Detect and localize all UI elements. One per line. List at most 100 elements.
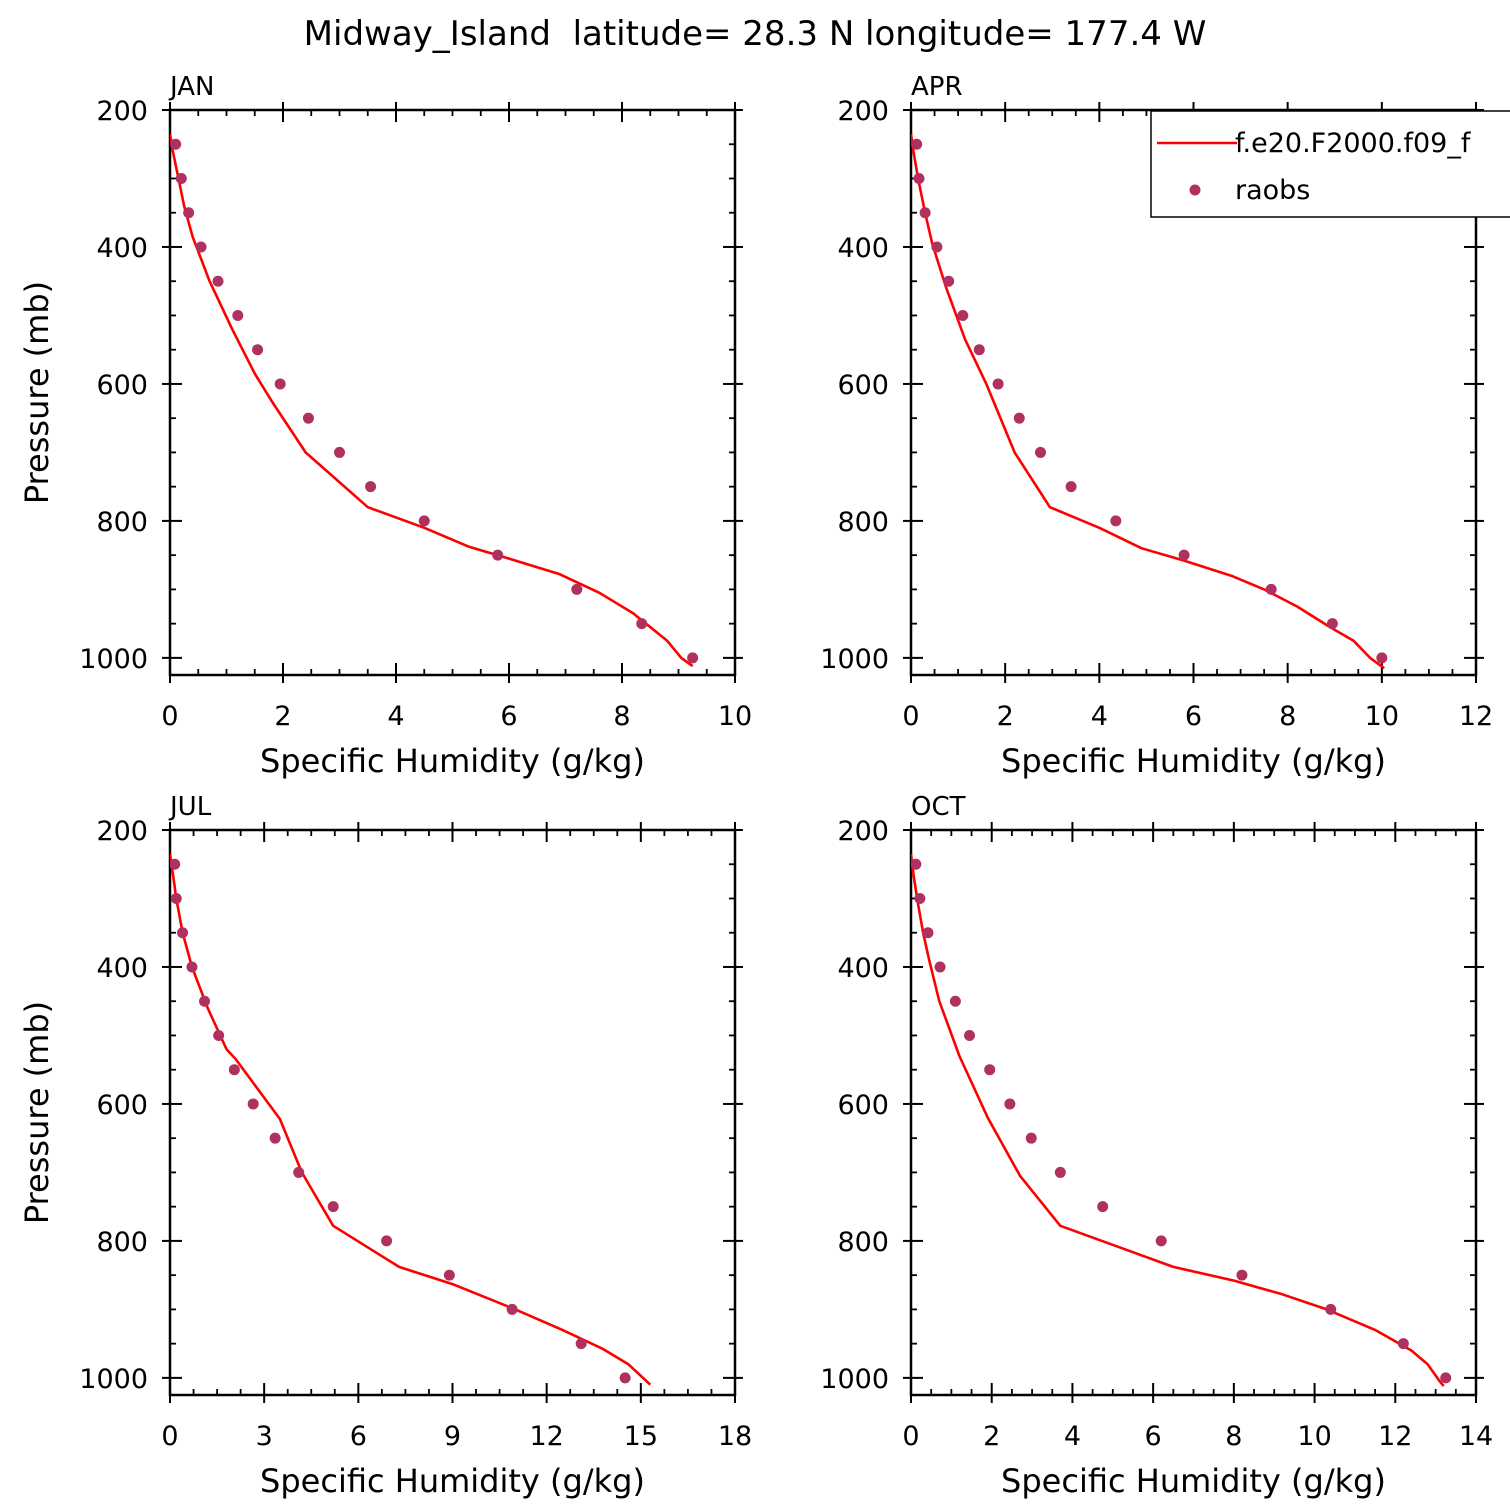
raobs-point-jan — [571, 583, 583, 595]
raobs-point-apr — [1065, 481, 1077, 493]
raobs-point-apr — [1110, 515, 1122, 527]
raobs-point-jul — [506, 1303, 518, 1315]
raobs-point-apr — [1034, 446, 1046, 458]
x-tick-label-jul: 15 — [624, 1421, 658, 1452]
legend-raobs-label: raobs — [1235, 175, 1310, 206]
y-tick-label-jan: 1000 — [79, 644, 148, 675]
raobs-point-oct — [964, 1029, 976, 1041]
y-tick-label-apr: 200 — [837, 96, 889, 127]
x-tick-label-jul: 9 — [444, 1421, 461, 1452]
raobs-point-apr — [957, 309, 969, 321]
y-tick-label-jan: 400 — [96, 233, 148, 264]
x-tick-label-apr: 8 — [1279, 701, 1296, 732]
raobs-point-jan — [636, 618, 648, 630]
data-layer-jan — [170, 133, 699, 668]
x-tick-label-oct: 10 — [1297, 1421, 1331, 1452]
raobs-point-jul — [293, 1166, 305, 1178]
raobs-point-jan — [418, 515, 430, 527]
x-axis-label-apr: Specific Humidity (g/kg) — [1001, 742, 1386, 780]
raobs-point-oct — [1054, 1166, 1066, 1178]
x-tick-label-oct: 14 — [1459, 1421, 1493, 1452]
raobs-point-oct — [1097, 1201, 1109, 1213]
x-tick-label-apr: 10 — [1365, 701, 1399, 732]
y-tick-label-jan: 800 — [96, 507, 148, 538]
y-tick-label-oct: 200 — [837, 816, 889, 847]
raobs-point-jul — [213, 1029, 225, 1041]
x-tick-label-jan: 2 — [274, 701, 291, 732]
raobs-point-apr — [992, 378, 1004, 390]
x-tick-label-jan: 0 — [161, 701, 178, 732]
x-tick-label-apr: 2 — [997, 701, 1014, 732]
raobs-point-jan — [170, 138, 182, 150]
y-axis-label-jan: Pressure (mb) — [18, 281, 56, 504]
x-tick-label-oct: 2 — [983, 1421, 1000, 1452]
raobs-point-jan — [183, 207, 195, 219]
raobs-point-oct — [1155, 1235, 1167, 1247]
y-tick-label-oct: 800 — [837, 1227, 889, 1258]
model-line-jan — [170, 133, 694, 668]
raobs-point-oct — [934, 961, 946, 973]
x-tick-label-apr: 0 — [902, 701, 919, 732]
x-tick-label-oct: 12 — [1378, 1421, 1412, 1452]
x-tick-label-jan: 8 — [613, 701, 630, 732]
raobs-point-apr — [1013, 412, 1025, 424]
raobs-point-apr — [1376, 652, 1388, 664]
x-tick-label-jul: 0 — [161, 1421, 178, 1452]
legend-model-label: f.e20.F2000.f09_f — [1235, 128, 1472, 159]
raobs-point-jan — [232, 309, 244, 321]
y-axis-label-jul: Pressure (mb) — [18, 1001, 56, 1224]
x-tick-label-oct: 8 — [1225, 1421, 1242, 1452]
raobs-point-jan — [274, 378, 286, 390]
y-tick-label-apr: 600 — [837, 370, 889, 401]
x-tick-label-jan: 6 — [500, 701, 517, 732]
legend-box — [1150, 110, 1510, 218]
x-axis-label-oct: Specific Humidity (g/kg) — [1001, 1462, 1386, 1500]
raobs-point-jul — [177, 927, 189, 939]
raobs-point-oct — [1004, 1098, 1016, 1110]
raobs-point-apr — [973, 344, 985, 356]
raobs-point-jul — [327, 1201, 339, 1213]
raobs-point-oct — [949, 995, 961, 1007]
panel-title-oct: OCT — [911, 792, 966, 822]
raobs-point-oct — [1025, 1132, 1037, 1144]
raobs-point-oct — [1397, 1338, 1409, 1350]
raobs-point-jul — [269, 1132, 281, 1144]
x-tick-label-apr: 6 — [1185, 701, 1202, 732]
x-tick-label-jul: 18 — [718, 1421, 752, 1452]
model-line-oct — [911, 853, 1445, 1387]
x-tick-label-jan: 10 — [718, 701, 752, 732]
raobs-point-apr — [1265, 583, 1277, 595]
raobs-point-jan — [175, 172, 187, 184]
raobs-point-apr — [911, 138, 923, 150]
x-tick-label-jul: 3 — [256, 1421, 273, 1452]
x-tick-label-apr: 4 — [1091, 701, 1108, 732]
raobs-point-jan — [365, 481, 377, 493]
raobs-point-jan — [212, 275, 224, 287]
raobs-point-jul — [381, 1235, 393, 1247]
data-layer-oct — [911, 853, 1452, 1387]
raobs-point-apr — [919, 207, 931, 219]
panel-title-apr: APR — [911, 72, 963, 102]
raobs-point-apr — [1326, 618, 1338, 630]
raobs-point-jan — [302, 412, 314, 424]
raobs-point-oct — [1440, 1372, 1452, 1384]
raobs-point-jul — [619, 1372, 631, 1384]
y-tick-label-apr: 400 — [837, 233, 889, 264]
y-tick-label-jul: 400 — [96, 953, 148, 984]
panel-jan: 0 2 4 6 8 10 200 400 600 800 1000 JAN Specific Humid… — [18, 72, 752, 780]
plot-frame-jul — [168, 828, 737, 1397]
raobs-point-jul — [247, 1098, 259, 1110]
data-layer-jul — [170, 853, 652, 1386]
raobs-point-apr — [913, 172, 925, 184]
raobs-point-jul — [199, 995, 211, 1007]
raobs-point-jul — [575, 1338, 587, 1350]
raobs-point-jul — [186, 961, 198, 973]
panel-title-jul: JUL — [168, 792, 212, 822]
y-tick-label-oct: 400 — [837, 953, 889, 984]
raobs-point-oct — [984, 1064, 996, 1076]
y-tick-label-jul: 600 — [96, 1090, 148, 1121]
y-tick-label-jul: 200 — [96, 816, 148, 847]
raobs-point-jan — [492, 549, 504, 561]
